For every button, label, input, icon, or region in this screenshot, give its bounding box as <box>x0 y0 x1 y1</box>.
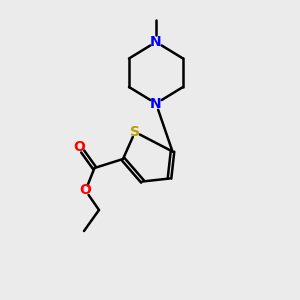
Text: S: S <box>130 125 140 139</box>
Text: O: O <box>80 184 92 197</box>
Text: N: N <box>150 35 162 49</box>
Text: O: O <box>74 140 86 154</box>
Text: N: N <box>150 97 162 110</box>
